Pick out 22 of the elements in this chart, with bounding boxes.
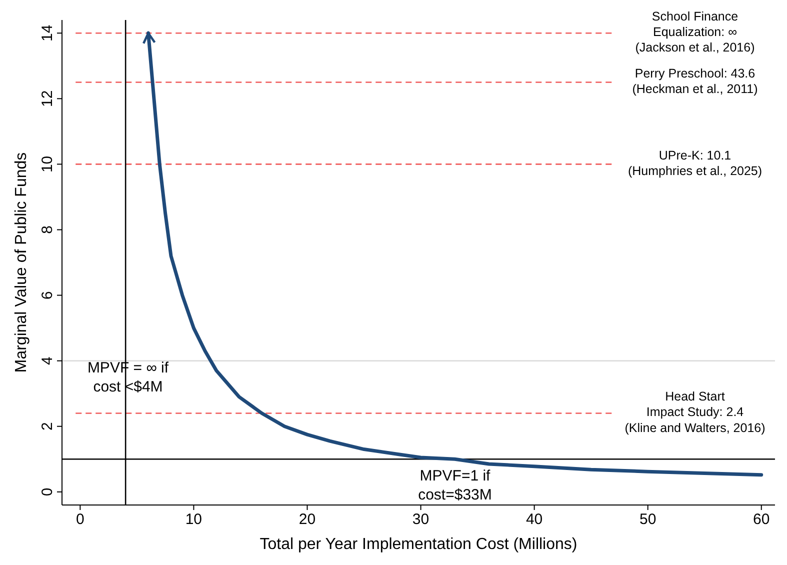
annotation: MPVF=1 if cost=$33M — [418, 468, 492, 504]
y-tick-label: 2 — [39, 422, 56, 431]
y-tick-label: 6 — [39, 291, 56, 300]
x-tick-label: 40 — [526, 511, 543, 528]
x-tick-label: 0 — [76, 511, 84, 528]
y-tick-label: 0 — [39, 488, 56, 496]
annotation: Head Start Impact Study: 2.4 (Kline and Walters, 2016) — [624, 390, 766, 436]
x-tick-label: 60 — [753, 511, 770, 528]
y-tick-label: 12 — [39, 90, 56, 107]
y-tick-label: 14 — [39, 24, 56, 42]
annotation: Perry Preschool: 43.6 (Heckman et al., 2011) — [632, 66, 758, 96]
x-axis-title: Total per Year Implementation Cost (Millions) — [260, 536, 578, 553]
y-axis-title: Marginal Value of Public Funds — [13, 152, 30, 373]
annotation: UPre-K: 10.1 (Humphries et al., 2025) — [628, 148, 762, 178]
y-tick-label: 8 — [39, 226, 56, 234]
x-tick-label: 20 — [298, 511, 316, 528]
x-tick-label: 30 — [412, 511, 430, 528]
annotation: School Finance Equalization: ∞ (Jackson et al., 2016) — [635, 10, 755, 56]
x-tick-label: 50 — [639, 511, 656, 528]
y-tick-label: 10 — [39, 156, 56, 173]
x-tick-label: 10 — [185, 511, 202, 528]
y-tick-label: 4 — [39, 356, 56, 365]
